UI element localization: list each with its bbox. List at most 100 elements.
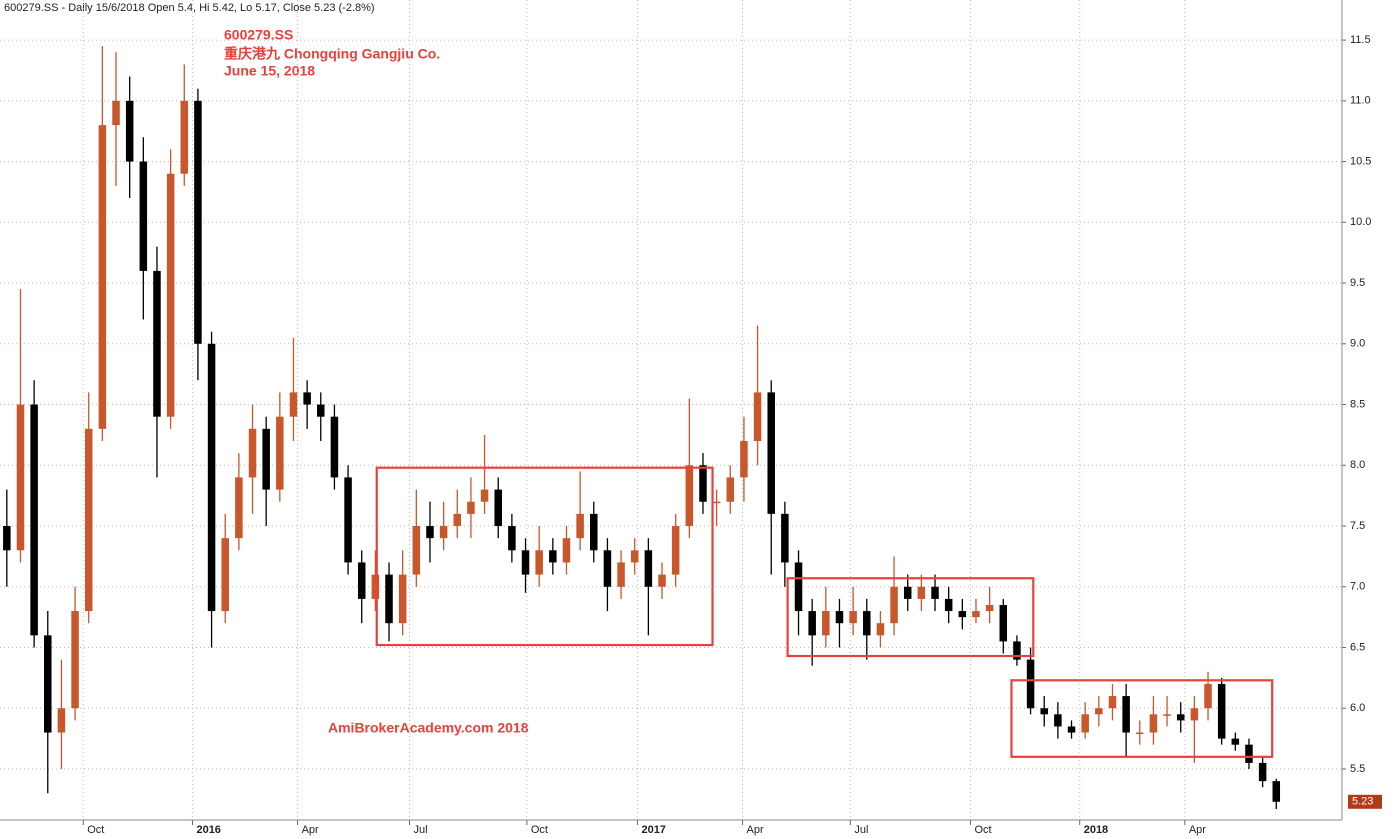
candle-body (439, 526, 448, 539)
y-tick-label: 8.5 (1350, 398, 1365, 410)
y-tick-label: 9.5 (1350, 277, 1365, 289)
candle-body (931, 586, 939, 599)
chart-title: 600279.SS (224, 27, 293, 43)
candle-body (357, 562, 366, 599)
candle-body (330, 416, 339, 478)
last-price-label: 5.23 (1352, 796, 1373, 808)
candle-body (863, 611, 871, 636)
candle-body (671, 526, 680, 575)
y-tick-label: 10.0 (1350, 216, 1371, 228)
candle-body (57, 708, 66, 733)
candle-body (398, 574, 407, 624)
candle-body (603, 550, 612, 587)
candle-body (221, 538, 229, 612)
y-tick-label: 11.0 (1350, 95, 1371, 107)
candle-body (890, 586, 898, 624)
candle-body (781, 513, 789, 563)
candle-body (1176, 714, 1185, 721)
candle-body (3, 526, 11, 551)
x-tick-label: 2016 (196, 824, 220, 836)
chart-title: June 15, 2018 (224, 63, 315, 79)
y-tick-label: 7.5 (1350, 520, 1365, 532)
range-box (375, 466, 714, 647)
candle-body (262, 428, 270, 490)
candle-body (344, 477, 352, 563)
candle-body (1054, 714, 1062, 727)
x-tick-label: Jul (854, 824, 868, 836)
candle-body (1163, 714, 1171, 716)
candle-body (1081, 714, 1089, 733)
candle-body (1026, 659, 1035, 709)
candle-body (903, 586, 912, 599)
candle-body (999, 604, 1008, 642)
y-tick-label: 7.0 (1350, 581, 1365, 593)
candle-body (794, 562, 803, 612)
candle-body (1040, 708, 1048, 715)
candle-body (453, 513, 462, 527)
range-box (1010, 679, 1274, 758)
candle-body (153, 270, 161, 417)
candle-body (1067, 726, 1076, 733)
x-tick-label: Apr (747, 824, 764, 836)
candle-body (535, 550, 543, 575)
x-tick-label: 2017 (641, 824, 665, 836)
candle-body (71, 611, 79, 709)
watermark: AmiBrokerAcademy.com 2018 (328, 720, 529, 736)
x-tick-label: Apr (302, 824, 319, 836)
candle-body (1095, 708, 1103, 715)
candle-body (849, 611, 857, 624)
candle-body (1136, 732, 1144, 735)
x-tick-label: Oct (975, 824, 992, 836)
candle-body (808, 611, 816, 636)
candle-body (30, 404, 38, 636)
candle-body (194, 100, 202, 344)
candle-body (521, 550, 530, 575)
candle-body (876, 623, 885, 636)
candle-body (508, 526, 516, 551)
y-tick-label: 11.5 (1350, 34, 1371, 46)
candle-body (972, 611, 980, 618)
candle-body (180, 100, 189, 174)
candle-body (985, 604, 994, 612)
range-box (786, 577, 1035, 658)
candle-body (1149, 714, 1158, 733)
candle-body (944, 598, 953, 612)
candle-body (767, 392, 775, 514)
candle-body (494, 489, 502, 527)
x-tick-label: Oct (87, 824, 104, 836)
candle-body (576, 513, 584, 539)
candle-body (207, 343, 216, 612)
x-tick-label: 2018 (1084, 824, 1108, 836)
candle-body (289, 392, 298, 417)
candle-body (385, 574, 393, 624)
candle-body (835, 611, 844, 624)
candle-body (726, 477, 735, 502)
candle-body (98, 125, 107, 429)
candle-body (235, 477, 243, 539)
candle-body (16, 404, 25, 551)
candle-body (549, 550, 557, 563)
candle-body (1272, 781, 1281, 802)
x-tick-label: Jul (414, 824, 428, 836)
candle-body (685, 465, 694, 527)
candle-body (1013, 641, 1021, 660)
candle-body (617, 562, 625, 587)
candle-body (1258, 762, 1267, 782)
candle-body (658, 574, 666, 587)
chart-title: 重庆港九 Chongqing Gangjiu Co. (224, 46, 440, 62)
y-tick-label: 9.0 (1350, 338, 1365, 350)
candle-body (644, 550, 653, 587)
candle-body (480, 489, 489, 502)
candle-body (44, 635, 52, 733)
candle-body (1108, 696, 1117, 709)
candle-body (426, 526, 434, 539)
y-tick-label: 5.5 (1350, 763, 1365, 775)
candle-body (276, 416, 284, 490)
candle-body (1217, 683, 1226, 739)
candle-body (1204, 683, 1212, 709)
y-tick-label: 10.5 (1350, 155, 1371, 167)
candle-body (958, 611, 967, 618)
candle-body (712, 501, 721, 504)
